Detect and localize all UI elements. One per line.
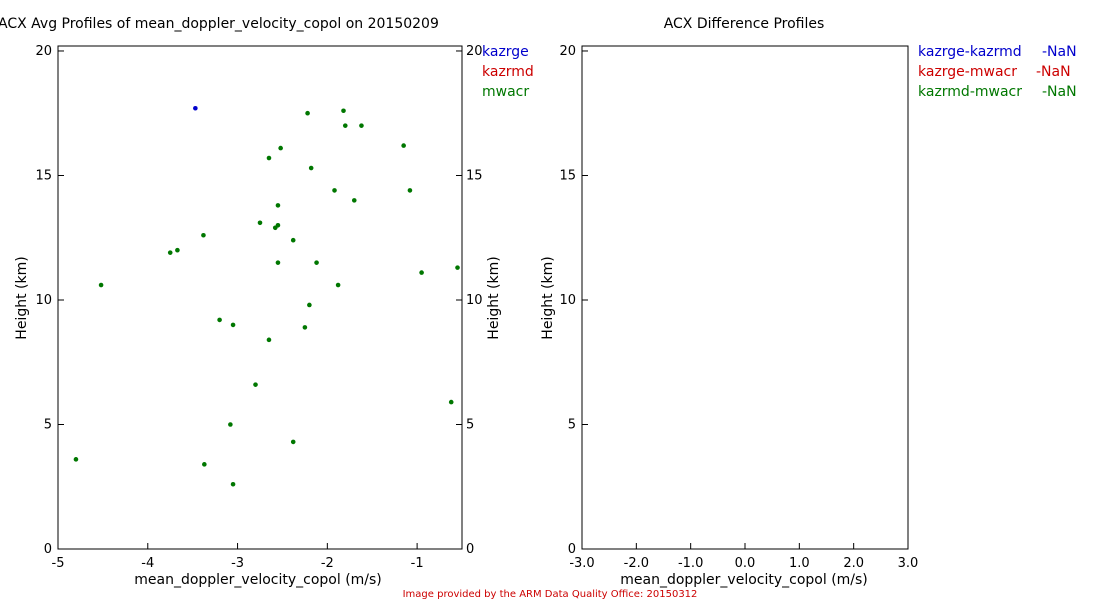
data-point-mwacr: [217, 317, 222, 323]
y-tick-label: 10: [35, 293, 52, 308]
y-tick-label-right: 20: [466, 44, 483, 59]
data-point-mwacr: [290, 439, 296, 445]
left-y-axis-label-right: Height (km): [486, 256, 502, 339]
left-plot-frame: [57, 45, 463, 550]
legend-mwacr: mwacr: [482, 84, 529, 100]
legend-kazrge-mwacr-value: -NaN: [1036, 64, 1071, 80]
right-y-axis-label: Height (km): [540, 256, 556, 339]
data-point-mwacr: [201, 232, 206, 238]
data-point-mwacr: [448, 399, 454, 405]
right-legend: kazrge-kazrmd -NaN kazrge-mwacr -NaN kaz…: [918, 44, 1077, 100]
y-tick-label: 10: [559, 293, 576, 308]
data-point-mwacr: [335, 282, 341, 288]
legend-kazrmd: kazrmd: [482, 64, 534, 80]
y-tick-label: 20: [559, 44, 576, 59]
y-tick-label: 5: [568, 417, 576, 432]
x-tick-label: -1.0: [678, 556, 703, 571]
data-point-mwacr: [307, 302, 312, 308]
y-tick-label: 15: [559, 168, 576, 183]
data-point-mwacr: [302, 325, 308, 330]
x-tick-label: -3: [231, 556, 244, 571]
credit-footer: Image provided by the ARM Data Quality O…: [403, 589, 698, 600]
data-point-kazrge: [193, 105, 198, 111]
legend-kazrmd-mwacr-value: -NaN: [1042, 84, 1077, 100]
data-point-mwacr: [455, 265, 460, 270]
data-point-mwacr: [73, 457, 79, 462]
legend-kazrge-kazrmd: kazrge-kazrmd: [918, 44, 1022, 60]
y-tick-label: 15: [35, 168, 52, 183]
right-chart: ACX Difference Profiles -3.0 -2.0 -1.0 0.0 1…: [540, 16, 1077, 588]
data-point-mwacr: [401, 143, 406, 148]
y-tick-label-right: 15: [466, 168, 483, 183]
x-tick-label: -2.0: [624, 556, 649, 571]
data-point-mwacr: [359, 123, 364, 128]
data-point-mwacr: [275, 222, 281, 228]
data-point-mwacr: [419, 270, 424, 275]
left-x-axis-label: mean_doppler_velocity_copol (m/s): [134, 572, 382, 588]
data-point-mwacr: [275, 203, 281, 208]
data-point-mwacr: [341, 108, 346, 114]
data-point-mwacr: [228, 422, 233, 427]
x-tick-label: 3.0: [898, 556, 919, 571]
x-tick-label: -2: [321, 556, 334, 571]
data-point-mwacr: [257, 220, 263, 226]
y-tick-label: 0: [44, 542, 52, 557]
x-tick-label: 1.0: [789, 556, 810, 571]
x-tick-label: -5: [52, 556, 65, 571]
right-chart-title: ACX Difference Profiles: [664, 16, 825, 32]
data-point-mwacr: [314, 260, 319, 265]
data-point-mwacr: [305, 110, 310, 116]
right-x-axis-label: mean_doppler_velocity_copol (m/s): [620, 572, 868, 588]
y-tick-label-right: 0: [466, 542, 474, 557]
legend-kazrge-mwacr: kazrge-mwacr: [918, 64, 1017, 80]
data-point-mwacr: [278, 145, 283, 151]
x-tick-label: -1: [411, 556, 424, 571]
y-tick-label-right: 5: [466, 417, 474, 432]
data-point-mwacr: [407, 188, 413, 193]
data-point-mwacr: [202, 462, 207, 467]
left-chart: ACX Avg Profiles of mean_doppler_velocit…: [0, 16, 534, 588]
data-point-mwacr: [275, 260, 281, 265]
data-point-mwacr: [230, 322, 236, 328]
data-point-mwacr: [332, 188, 337, 193]
data-point-mwacr: [290, 237, 296, 243]
legend-kazrmd-mwacr: kazrmd-mwacr: [918, 84, 1022, 100]
data-point-mwacr: [167, 250, 173, 255]
data-point-mwacr: [230, 481, 236, 487]
right-y-axis: 0 5 10 15 20: [559, 44, 588, 557]
x-tick-label: 0.0: [735, 556, 756, 571]
legend-kazrge-kazrmd-value: -NaN: [1042, 44, 1077, 60]
data-point-mwacr: [175, 247, 180, 253]
y-tick-label: 5: [44, 417, 52, 432]
data-point-mwacr: [351, 198, 357, 203]
right-x-axis: -3.0 -2.0 -1.0 0.0 1.0 2.0 3.0: [569, 543, 918, 571]
data-point-mwacr: [98, 282, 104, 288]
left-legend: kazrge kazrmd mwacr: [482, 44, 534, 100]
y-tick-label: 0: [568, 542, 576, 557]
legend-kazrge: kazrge: [482, 44, 529, 60]
left-x-axis: -5 -4 -3 -2 -1: [52, 543, 424, 571]
data-point-mwacr: [342, 123, 348, 128]
data-point-mwacr: [253, 382, 258, 387]
x-tick-label: 2.0: [843, 556, 864, 571]
data-point-mwacr: [266, 155, 272, 161]
data-point-mwacr: [308, 165, 314, 171]
x-tick-label: -4: [141, 556, 154, 571]
y-tick-label: 20: [35, 44, 52, 59]
left-chart-title: ACX Avg Profiles of mean_doppler_velocit…: [0, 16, 439, 32]
left-data-points: [73, 105, 460, 487]
left-y-axis: 0 5 10 15 20: [35, 44, 64, 557]
data-point-mwacr: [266, 337, 272, 343]
x-tick-label: -3.0: [569, 556, 594, 571]
right-plot-frame: [581, 45, 909, 550]
left-y-axis-right: 0 5 10 15 20: [456, 44, 483, 557]
left-y-axis-label: Height (km): [14, 256, 30, 339]
y-tick-label-right: 10: [466, 293, 483, 308]
